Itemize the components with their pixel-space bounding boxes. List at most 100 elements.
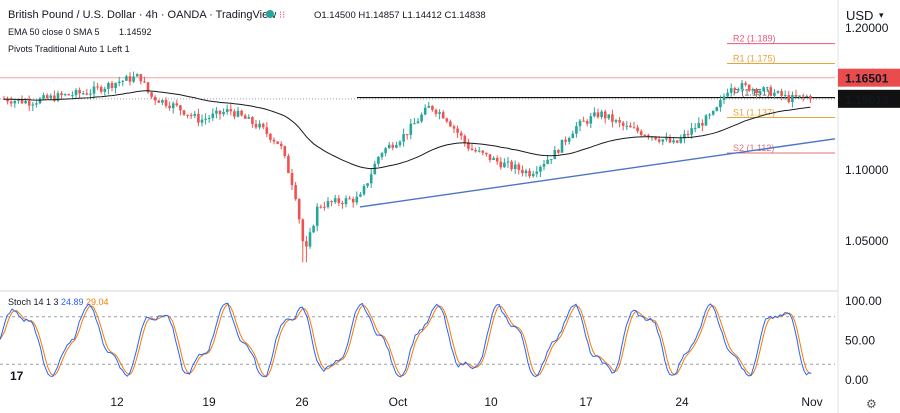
candle-body: [96, 86, 99, 88]
candle-body: [308, 232, 312, 247]
candle-body: [344, 198, 348, 205]
candle-body: [596, 112, 600, 118]
candle-body: [549, 159, 553, 161]
candle-body: [229, 109, 233, 112]
candle-body: [729, 88, 733, 93]
candle-body: [305, 241, 308, 247]
candle-body: [204, 118, 207, 120]
tradingview-logo[interactable]: 17: [10, 369, 24, 383]
ema-indicator-label[interactable]: EMA 50 close 0 SMA 5: [8, 27, 100, 37]
candle-body: [13, 100, 17, 104]
candle-body: [639, 131, 643, 135]
candle-body: [618, 120, 621, 123]
candle-body: [776, 91, 780, 93]
candle-body: [452, 126, 456, 129]
candle-body: [441, 112, 445, 119]
candle-body: [366, 183, 369, 187]
candle-body: [711, 110, 715, 115]
stoch-indicator-label[interactable]: Stoch 14 1 3: [8, 297, 59, 307]
candle-body: [675, 140, 679, 143]
candle-body: [409, 123, 413, 135]
candle-body: [78, 90, 81, 94]
candle-body: [585, 121, 589, 124]
candle-body: [488, 154, 492, 161]
candle-body: [420, 114, 423, 122]
candle-body: [222, 112, 225, 115]
candle-body: [384, 148, 387, 154]
pivot-label: P (1.151): [733, 88, 770, 98]
candle-body: [251, 117, 254, 125]
candle-body: [157, 100, 161, 103]
x-tick-label: 24: [675, 395, 689, 409]
candle-body: [668, 138, 672, 143]
candle-body: [35, 103, 38, 105]
candle-body: [769, 87, 773, 96]
candle-body: [701, 122, 704, 126]
candle-body: [445, 118, 449, 122]
candle-body: [503, 162, 506, 168]
pivot-label: R1 (1.175): [733, 54, 776, 64]
candle-body: [477, 150, 481, 152]
candle-body: [575, 126, 578, 134]
candle-body: [791, 94, 794, 102]
candle-body: [168, 105, 171, 109]
price-label-bg: [838, 68, 900, 87]
candle-body: [150, 92, 153, 97]
candle-body: [92, 86, 96, 94]
candle-body: [636, 127, 639, 132]
candle-body: [459, 132, 463, 136]
candle-body: [719, 100, 722, 108]
candle-body: [762, 87, 765, 91]
candle-body: [485, 152, 488, 155]
candle-body: [470, 148, 474, 150]
candle-body: [467, 142, 470, 149]
candle-body: [589, 116, 593, 124]
gear-icon[interactable]: ⚙: [866, 397, 877, 411]
candle-body: [607, 114, 611, 119]
candle-body: [438, 112, 441, 114]
x-tick-label: Oct: [389, 395, 408, 409]
candle-body: [362, 186, 366, 195]
candle-body: [726, 92, 729, 97]
alert-icon[interactable]: ⁝⁝: [279, 10, 285, 21]
candle-body: [218, 110, 222, 115]
candle-body: [647, 135, 650, 137]
candle-body: [323, 206, 326, 208]
candle-body: [672, 140, 675, 143]
chevron-down-icon[interactable]: ▾: [879, 10, 884, 20]
candle-body: [665, 138, 668, 140]
candle-body: [369, 174, 373, 184]
pivots-indicator-label[interactable]: Pivots Traditional Auto 1 Left 1: [8, 44, 130, 54]
candle-body: [423, 107, 427, 115]
x-tick-label: Nov: [801, 395, 822, 409]
candle-body: [240, 110, 243, 116]
candle-body: [780, 91, 783, 96]
candle-body: [560, 139, 564, 153]
chart-title: British Pound / U.S. Dollar · 4h · OANDA…: [8, 9, 276, 21]
candle-body: [258, 123, 261, 128]
candle-body: [405, 134, 409, 136]
candle-body: [56, 93, 60, 101]
candle-body: [805, 96, 809, 98]
candle-body: [373, 163, 377, 175]
candle-body: [510, 161, 513, 170]
candle-body: [143, 81, 146, 83]
y-tick-label: 1.10000: [845, 163, 889, 177]
candle-body: [247, 117, 251, 119]
candle-body: [758, 90, 762, 94]
candle-body: [301, 219, 305, 242]
candle-body: [110, 83, 114, 89]
candle-body: [557, 149, 560, 153]
candle-body: [553, 149, 557, 160]
candle-body: [546, 159, 549, 164]
candle-body: [279, 143, 283, 147]
candle-body: [27, 100, 31, 106]
candle-body: [398, 141, 402, 146]
pivot-label: R2 (1.189): [733, 34, 776, 44]
stoch-layer: [0, 302, 835, 378]
candle-body: [337, 198, 341, 203]
candle-body: [132, 76, 135, 82]
candle-body: [603, 111, 607, 119]
price-layer: R2 (1.189) R1 (1.175) P (1.151) S1 (1.137) S…: [0, 34, 836, 263]
